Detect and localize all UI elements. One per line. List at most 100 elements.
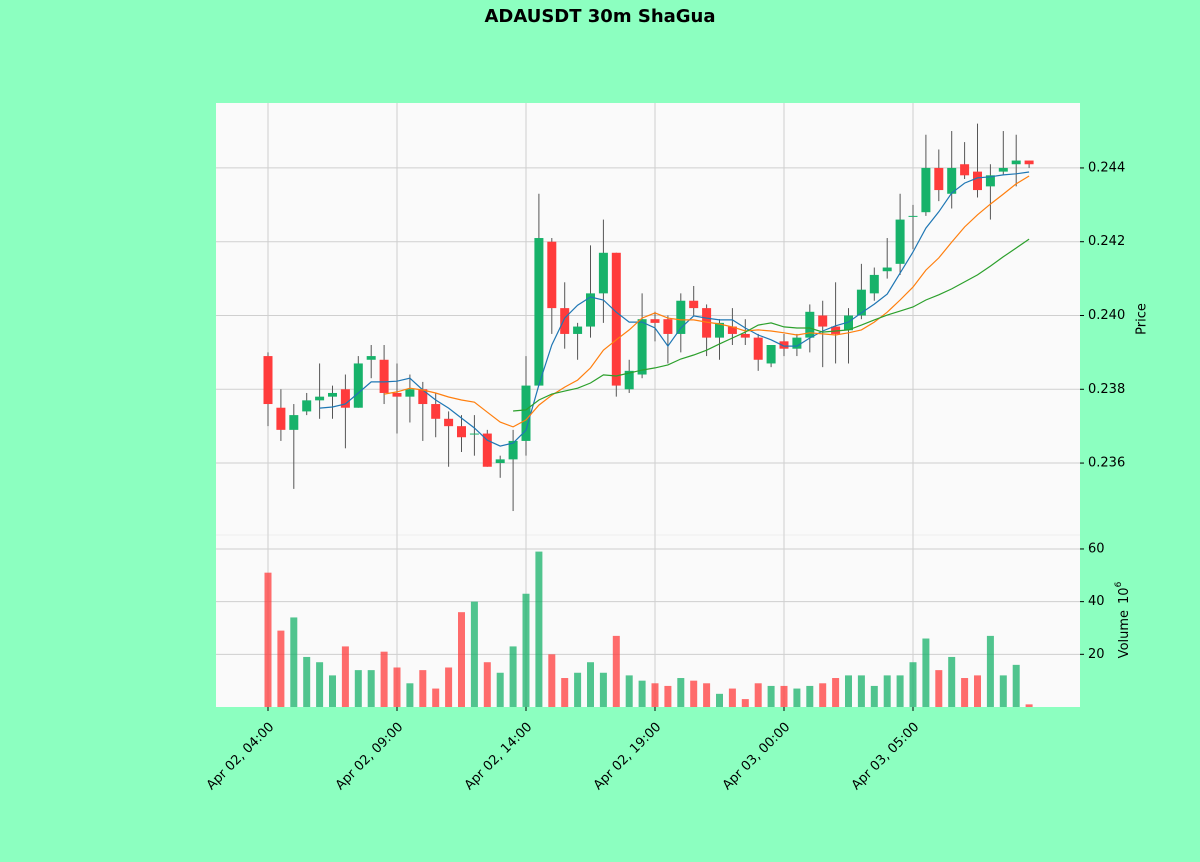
volume-bar — [354, 670, 362, 707]
candle-body — [586, 293, 595, 327]
volume-scale: 10 — [1117, 587, 1132, 604]
volume-axis-label: Volume 106 — [1114, 581, 1132, 658]
volume-bar — [625, 675, 633, 707]
volume-bar — [780, 685, 788, 707]
candle-body — [766, 345, 776, 364]
candle-body — [405, 389, 415, 397]
volume-bar — [329, 675, 336, 707]
moving-average-line — [319, 171, 1030, 447]
candle-body — [444, 418, 454, 427]
candle-body — [302, 400, 312, 412]
volume-bar — [380, 651, 388, 707]
volume-bar — [806, 685, 814, 707]
candle-body — [934, 167, 944, 191]
volume-bar — [509, 646, 517, 707]
volume-bar — [664, 685, 672, 707]
candle-body — [495, 459, 505, 464]
x-tick-label: Apr 02, 19:00 — [591, 720, 664, 793]
candle-body — [715, 322, 724, 338]
volume-bar — [832, 678, 840, 707]
volume-bar — [419, 670, 427, 707]
candle-body — [379, 359, 389, 393]
candle-body — [573, 326, 583, 334]
volume-bar — [896, 675, 904, 707]
candle-body — [263, 356, 273, 405]
candle-body — [818, 315, 828, 327]
candle-body — [740, 333, 750, 338]
volume-bar — [819, 683, 827, 707]
volume-bar — [741, 699, 749, 707]
volume-label: Volume — [1117, 610, 1132, 658]
candle-body — [921, 167, 931, 213]
y-tick-label: 0.238 — [1088, 382, 1125, 397]
candle-body — [792, 337, 802, 349]
candle-body — [689, 300, 699, 309]
candle-body — [856, 289, 866, 316]
y-tick-label: 0.244 — [1088, 160, 1125, 175]
volume-bar — [496, 672, 504, 707]
volume-bar — [793, 688, 801, 707]
chart-title: ADAUSDT 30m ShaGua — [484, 6, 715, 27]
volume-bar — [522, 593, 530, 707]
volume-bar — [406, 683, 414, 707]
candle-body — [973, 171, 982, 191]
candle-body — [611, 252, 621, 386]
volume-bar — [999, 675, 1007, 707]
volume-bar — [651, 683, 659, 707]
moving-average-line — [513, 238, 1030, 412]
candle-body — [844, 315, 853, 331]
candle-body — [831, 326, 841, 334]
candle-body — [328, 392, 337, 397]
volume-bar — [458, 612, 465, 707]
candle-body — [869, 274, 879, 294]
volume-bar — [277, 630, 285, 707]
volume-bar — [599, 672, 607, 707]
candle-body — [985, 175, 995, 187]
candle-body — [882, 267, 892, 272]
candle-body — [753, 337, 763, 360]
y-tick-label: 0.242 — [1088, 234, 1125, 249]
volume-bar — [341, 646, 349, 707]
volume-tick-label: 40 — [1088, 594, 1105, 609]
candle-body — [960, 164, 970, 176]
candle-body — [353, 363, 363, 408]
candle-body — [392, 392, 402, 397]
volume-bar — [677, 678, 685, 707]
volume-bar — [303, 656, 311, 707]
volume-bar — [1025, 704, 1033, 707]
volume-bar — [561, 678, 569, 707]
candle-body — [663, 319, 673, 334]
volume-bar — [728, 688, 736, 707]
candle-body — [650, 319, 660, 323]
volume-bar — [1012, 664, 1020, 707]
candle-body — [624, 370, 634, 390]
candle-body — [340, 389, 350, 408]
volume-bar — [612, 635, 620, 707]
volume-bar — [870, 685, 878, 707]
volume-bar — [535, 551, 543, 707]
candle-body — [469, 433, 479, 435]
x-tick-label: Apr 02, 04:00 — [204, 720, 277, 793]
volume-bar — [445, 667, 453, 707]
candle-body — [289, 415, 299, 430]
candle-body — [998, 167, 1008, 172]
volume-bar — [367, 670, 375, 707]
volume-bar — [574, 672, 582, 707]
candle-body — [598, 252, 608, 294]
y-tick-label: 0.236 — [1088, 456, 1125, 471]
price-axis-label: Price — [1135, 303, 1150, 335]
candle-body — [1011, 160, 1021, 165]
candle-body — [457, 426, 466, 438]
volume-bar — [483, 662, 491, 707]
candle-body — [431, 404, 441, 419]
volume-bar — [548, 654, 556, 707]
volume-tick-label: 60 — [1088, 541, 1105, 556]
volume-bar — [935, 670, 943, 707]
volume-bar — [948, 656, 956, 707]
volume-bar — [974, 675, 981, 707]
x-tick-label: Apr 03, 00:00 — [720, 720, 793, 793]
volume-tick-label: 20 — [1088, 647, 1105, 662]
candle-body — [947, 167, 957, 194]
volume-bar — [922, 638, 930, 707]
candle-body — [805, 311, 815, 338]
